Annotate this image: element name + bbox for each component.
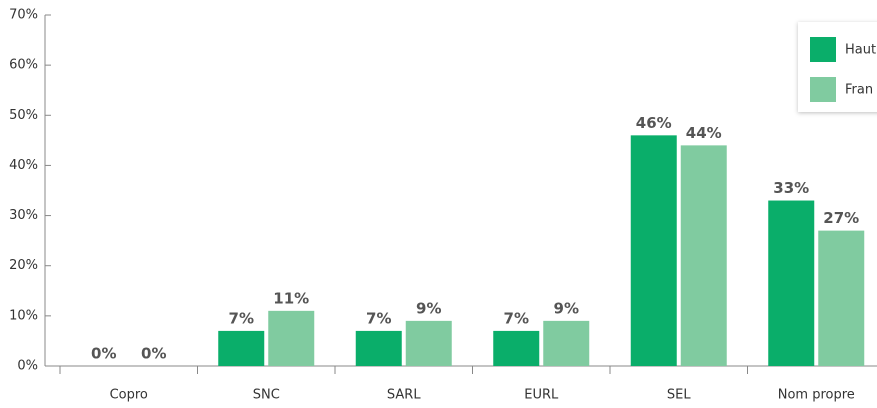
bar: [405, 320, 452, 366]
legend-swatch: [810, 77, 836, 102]
bar: [680, 145, 727, 366]
bar: [543, 320, 590, 366]
legend-label: Haut: [845, 43, 876, 58]
x-tick-label: Nom propre: [778, 388, 855, 403]
value-label: 11%: [273, 289, 309, 307]
x-tick-label: SARL: [387, 388, 421, 403]
x-tick-label: Copro: [110, 388, 148, 403]
value-label: 0%: [91, 345, 116, 363]
x-tick-label: SNC: [253, 388, 280, 403]
value-label: 0%: [141, 345, 166, 363]
x-tick-label: EURL: [524, 388, 559, 403]
bar: [218, 330, 265, 366]
legend-swatch: [810, 37, 836, 62]
y-tick-label: 30%: [9, 208, 38, 223]
y-tick-label: 60%: [9, 58, 38, 73]
y-tick-label: 50%: [9, 108, 38, 123]
value-label: 7%: [229, 309, 254, 327]
bar: [768, 200, 815, 366]
bar: [493, 330, 540, 366]
legend-box: [798, 22, 877, 112]
value-label: 7%: [504, 309, 529, 327]
bar: [818, 230, 865, 366]
legend-label: Fran: [845, 83, 873, 98]
bar: [268, 310, 315, 366]
y-tick-label: 70%: [9, 8, 38, 23]
value-label: 9%: [416, 299, 441, 317]
value-label: 33%: [773, 179, 809, 197]
value-label: 27%: [823, 209, 859, 227]
bar: [355, 330, 402, 366]
y-tick-label: 10%: [9, 308, 38, 323]
value-label: 9%: [554, 299, 579, 317]
value-label: 46%: [636, 114, 672, 132]
y-tick-label: 40%: [9, 158, 38, 173]
value-label: 44%: [686, 124, 722, 142]
y-tick-label: 20%: [9, 258, 38, 273]
x-tick-label: SEL: [667, 388, 691, 403]
bar: [630, 135, 677, 366]
y-tick-label: 0%: [17, 359, 38, 374]
value-label: 7%: [366, 309, 391, 327]
